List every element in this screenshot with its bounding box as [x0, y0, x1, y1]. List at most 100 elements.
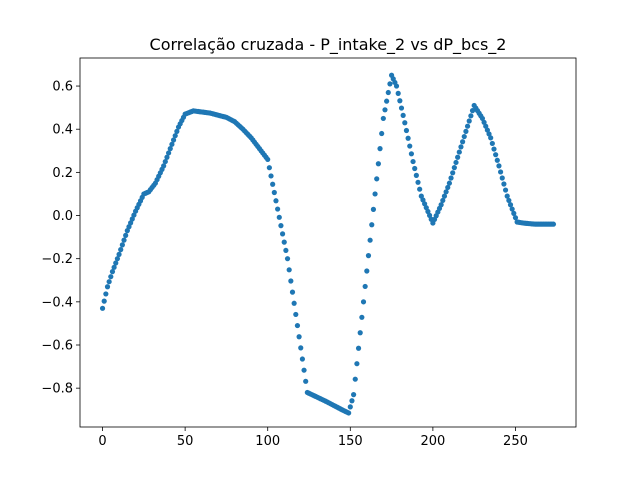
data-point [169, 141, 175, 147]
y-axis: −0.8 −0.6 −0.4 −0.2 0.0 0.2 0.4 0.6 [41, 80, 80, 397]
y-tick-label: 0.0 [52, 209, 73, 224]
data-point [161, 163, 167, 169]
data-point [271, 189, 277, 196]
data-point [270, 181, 276, 187]
data-point [496, 163, 502, 169]
x-tick-label: 100 [255, 434, 280, 449]
data-point [365, 253, 372, 259]
data-point [273, 198, 279, 204]
data-point [164, 154, 170, 160]
data-point [385, 89, 391, 96]
data-point [384, 98, 390, 104]
plot-frame [79, 57, 577, 428]
data-point [379, 130, 385, 137]
data-point [402, 120, 408, 126]
data-point [364, 268, 370, 274]
data-point [374, 176, 380, 182]
data-point [284, 256, 291, 262]
data-point [483, 123, 489, 129]
data-point [111, 264, 117, 270]
data-point [109, 269, 116, 275]
data-point [354, 361, 360, 367]
scatter-points [99, 72, 557, 416]
y-tick-label: 0.2 [52, 166, 73, 181]
data-point [486, 131, 492, 137]
data-point [375, 161, 381, 167]
data-point [113, 260, 119, 266]
data-point [296, 334, 302, 340]
data-point [488, 135, 494, 141]
data-point [511, 210, 517, 216]
data-point [410, 158, 416, 165]
x-tick-label: 0 [98, 434, 106, 449]
data-point [451, 165, 457, 171]
data-point [450, 170, 456, 176]
data-point [303, 378, 309, 384]
data-point [355, 345, 362, 351]
data-point [489, 140, 495, 147]
data-point [99, 305, 106, 311]
data-point [351, 392, 357, 398]
data-point [162, 158, 168, 165]
data-point [298, 345, 304, 351]
data-point [455, 154, 461, 160]
y-tick-label: −0.2 [41, 252, 73, 267]
chart-title: Correlação cruzada - P_intake_2 vs dP_bc… [150, 35, 507, 55]
data-point [286, 267, 292, 273]
data-point [118, 247, 124, 253]
y-tick-label: −0.4 [41, 295, 73, 310]
data-point [360, 299, 367, 305]
data-point [484, 127, 490, 133]
data-point [293, 311, 299, 318]
y-tick-label: −0.6 [41, 339, 73, 354]
data-point [498, 169, 504, 175]
data-point [441, 193, 448, 199]
data-point [413, 172, 419, 178]
data-point [288, 278, 294, 284]
data-point [167, 146, 173, 152]
x-tick-label: 250 [503, 434, 528, 449]
data-point [395, 90, 401, 96]
data-point [443, 189, 449, 195]
data-point [481, 119, 487, 125]
data-point [101, 298, 107, 304]
data-point [279, 231, 286, 237]
data-point [108, 274, 114, 280]
data-point [506, 197, 512, 204]
data-point [509, 206, 515, 212]
data-point [458, 144, 464, 150]
data-point [170, 137, 177, 143]
y-tick-label: 0.6 [52, 80, 73, 95]
data-point [349, 398, 355, 404]
data-point [464, 123, 471, 129]
data-point [397, 98, 403, 104]
data-point [504, 193, 510, 199]
data-point [347, 404, 353, 410]
data-point [116, 251, 122, 257]
data-point [166, 150, 172, 156]
data-point [294, 322, 301, 329]
data-point [362, 283, 368, 290]
data-point [440, 197, 446, 204]
y-tick-label: −0.8 [41, 382, 73, 397]
data-point [174, 128, 180, 134]
data-point [281, 239, 287, 245]
data-point [494, 157, 500, 163]
data-point [291, 300, 297, 306]
data-point [106, 279, 112, 285]
data-point [448, 175, 454, 181]
data-point [352, 376, 358, 382]
data-point [502, 187, 509, 193]
x-tick-label: 50 [177, 434, 194, 449]
data-point [123, 232, 129, 238]
data-point [369, 222, 375, 228]
x-tick-label: 200 [420, 434, 445, 449]
data-point [299, 356, 305, 362]
data-point [266, 165, 272, 171]
data-point [463, 128, 469, 134]
data-point [114, 256, 121, 262]
data-point [453, 159, 459, 166]
data-point [377, 146, 383, 152]
data-point [172, 133, 178, 139]
data-point [289, 289, 296, 295]
